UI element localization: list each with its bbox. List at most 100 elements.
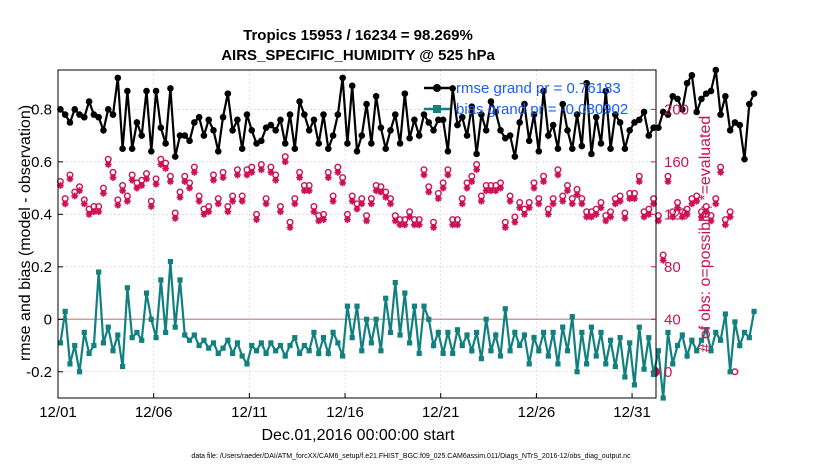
rmse-point xyxy=(511,153,519,160)
rmse-point xyxy=(679,106,686,113)
bias-point xyxy=(320,335,327,341)
obs-evaluated-marker xyxy=(391,217,399,225)
obs-evaluated-marker xyxy=(320,216,327,223)
bias-point xyxy=(502,306,508,312)
obs-evaluated-marker xyxy=(597,204,605,212)
rmse-point xyxy=(272,127,279,134)
rmse-point xyxy=(391,111,399,118)
rmse-point xyxy=(210,127,217,134)
bias-series xyxy=(57,258,757,401)
obs-evaluated-marker xyxy=(152,180,160,188)
rmse-point xyxy=(401,90,409,97)
obs-evaluated-marker xyxy=(238,197,246,205)
rmse-point xyxy=(238,145,246,153)
rmse-point xyxy=(315,140,323,147)
rmse-point xyxy=(664,111,672,118)
rmse-point xyxy=(411,116,418,124)
obs-evaluated-marker xyxy=(248,168,256,176)
obs-evaluated-marker xyxy=(564,187,571,195)
rmse-point xyxy=(473,150,480,158)
bias-point xyxy=(148,316,154,322)
rmse-point xyxy=(750,90,758,97)
rmse-point xyxy=(277,116,284,124)
obs-evaluated-marker xyxy=(645,210,653,218)
bias-point xyxy=(674,342,681,349)
rmse-point xyxy=(219,113,227,121)
obs-evaluated-marker xyxy=(272,176,280,184)
obs-evaluated-marker xyxy=(205,208,213,216)
bias-point xyxy=(163,329,169,335)
rmse-point xyxy=(588,150,595,158)
obs-evaluated-marker xyxy=(487,187,495,195)
y-axis-label-right: # of obs: o=possible; *=evaluated xyxy=(697,116,714,353)
obs-evaluated-marker xyxy=(200,210,208,218)
bias-point xyxy=(660,395,666,401)
bias-point xyxy=(574,369,580,375)
bias-point xyxy=(631,382,638,388)
rmse-point xyxy=(430,127,437,134)
bias-point xyxy=(186,337,193,343)
rmse-point xyxy=(171,153,179,160)
obs-evaluated-marker xyxy=(463,184,471,192)
rmse-point xyxy=(147,148,155,155)
bias-point xyxy=(713,329,719,335)
bias-point xyxy=(182,332,188,338)
bias-point xyxy=(593,353,599,359)
rmse-point xyxy=(224,90,232,97)
obs-evaluated-marker xyxy=(535,200,543,208)
obs-evaluated-marker xyxy=(674,204,681,212)
obs-evaluated-marker xyxy=(219,174,227,181)
bias-point xyxy=(670,361,676,367)
bias-point xyxy=(665,329,671,335)
x-tick-label: 12/21 xyxy=(422,404,460,421)
bias-point xyxy=(507,348,513,354)
rmse-point xyxy=(104,106,112,113)
obs-evaluated-marker xyxy=(267,168,275,176)
obs-evaluated-marker xyxy=(477,197,485,205)
obs-evaluated-marker xyxy=(635,178,643,185)
obs-evaluated-marker xyxy=(186,184,193,192)
obs-evaluated-marker xyxy=(588,213,595,221)
bias-point xyxy=(234,340,240,346)
obs-evaluated-marker xyxy=(583,213,591,221)
bias-point xyxy=(746,335,752,341)
rmse-point xyxy=(482,127,490,134)
obs-evaluated-marker xyxy=(607,213,614,221)
bias-point xyxy=(115,332,121,338)
y-tick-label-left: 0.8 xyxy=(31,101,52,118)
rmse-point xyxy=(286,111,294,118)
bias-point xyxy=(201,337,207,343)
bias-point xyxy=(253,348,260,354)
obs-evaluated-marker xyxy=(501,224,509,231)
obs-evaluated-marker xyxy=(104,161,112,168)
obs-evaluated-marker xyxy=(382,193,390,201)
rmse-point xyxy=(191,119,198,126)
bias-point xyxy=(741,329,748,335)
bias-point xyxy=(139,337,145,343)
x-tick-label: 12/11 xyxy=(231,404,267,421)
rmse-point xyxy=(324,145,332,153)
rmse-point xyxy=(301,111,308,118)
rmse-point xyxy=(554,145,562,153)
obs-evaluated-marker xyxy=(621,214,629,222)
obs-evaluated-marker xyxy=(310,208,318,216)
obs-possible-marker xyxy=(731,368,739,376)
bias-point xyxy=(96,269,102,275)
rmse-point xyxy=(138,132,146,139)
bias-point xyxy=(110,348,116,354)
bias-point xyxy=(526,361,532,367)
bias-point xyxy=(239,353,245,359)
rmse-point xyxy=(167,85,174,92)
bias-point xyxy=(215,350,221,356)
obs-evaluated-marker xyxy=(473,166,480,174)
rmse-point xyxy=(487,98,495,105)
obs-evaluated-marker xyxy=(717,168,724,176)
rmse-point xyxy=(186,137,193,145)
obs-evaluated-marker xyxy=(659,256,667,264)
rmse-point xyxy=(214,148,222,155)
obs-evaluated-marker xyxy=(554,171,562,179)
obs-evaluated-marker xyxy=(434,195,442,202)
rmse-point xyxy=(516,119,523,126)
rmse-point xyxy=(650,124,657,132)
rmse-point xyxy=(109,111,117,118)
